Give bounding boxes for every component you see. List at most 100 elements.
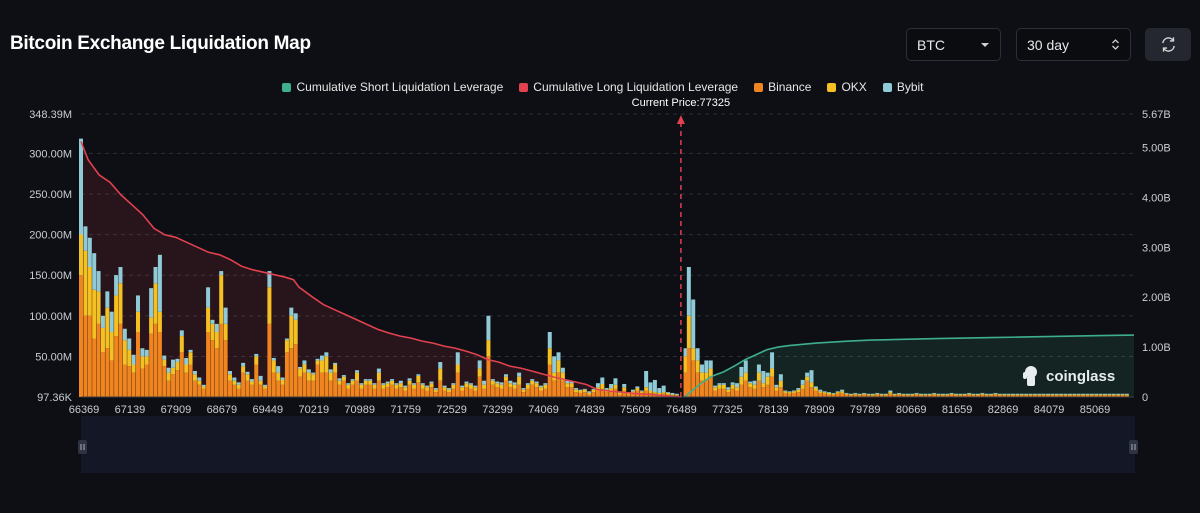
bar-binance [721, 388, 726, 397]
bar-okx [730, 384, 735, 389]
bar-okx [691, 348, 696, 361]
slider-handle-left[interactable] [78, 440, 87, 454]
bar-binance [1111, 395, 1116, 397]
bar-binance [306, 380, 311, 397]
legend-item-bybit[interactable]: Bybit [877, 80, 924, 94]
bar-binance [587, 394, 592, 397]
bar-okx [319, 360, 324, 373]
bar-bybit [932, 392, 937, 394]
bar-bybit [1050, 393, 1055, 395]
bar-okx [1094, 394, 1099, 396]
bar-okx [79, 234, 83, 276]
bar-bybit [324, 352, 329, 357]
bar-okx [451, 384, 456, 389]
y-left-tick-label: 250.00M [29, 189, 72, 201]
bar-bybit [83, 226, 88, 251]
bar-binance [210, 340, 215, 397]
bar-bybit [346, 383, 351, 385]
bar-bybit [543, 383, 548, 385]
bar-bybit [1063, 393, 1068, 395]
bar-okx [403, 387, 408, 391]
bar-okx [1102, 394, 1107, 396]
bar-bybit [901, 393, 906, 395]
bar-okx [796, 389, 801, 393]
legend-item-okx[interactable]: OKX [821, 80, 867, 94]
bar-bybit [708, 360, 713, 369]
bar-okx [840, 391, 845, 393]
bar-binance [179, 352, 184, 397]
bar-bybit [840, 389, 845, 392]
bar-binance [870, 395, 875, 397]
zoom-slider[interactable] [78, 416, 1138, 473]
slider-track[interactable] [81, 416, 1135, 473]
bar-binance [495, 387, 500, 397]
bar-binance [328, 380, 333, 397]
bar-binance [604, 392, 609, 397]
refresh-button[interactable] [1145, 28, 1191, 61]
bar-binance [726, 392, 731, 397]
bar-binance [276, 380, 281, 397]
bar-bybit [805, 372, 810, 377]
symbol-select[interactable]: BTC [906, 28, 1001, 61]
bar-binance [862, 394, 867, 397]
bar-bybit [1094, 393, 1099, 395]
bar-bybit [752, 380, 757, 385]
legend-label: Bybit [896, 80, 924, 94]
range-select[interactable]: 30 day [1016, 28, 1131, 61]
legend-item-binance[interactable]: Binance [748, 80, 811, 94]
bar-bybit [686, 266, 691, 316]
bar-bybit [276, 366, 281, 373]
bar-okx [1107, 394, 1112, 396]
bar-okx [699, 372, 704, 381]
bar-okx [381, 384, 386, 389]
bar-bybit [512, 382, 517, 385]
bar-binance [796, 392, 801, 397]
x-tick-label: 81659 [942, 404, 973, 416]
bar-okx [324, 356, 329, 373]
bar-binance [1081, 395, 1086, 397]
short-leverage-area [685, 335, 1134, 397]
bar-bybit [241, 362, 246, 367]
bar-binance [140, 368, 145, 397]
bar-okx [866, 394, 871, 396]
legend-item-long-leverage[interactable]: Cumulative Long Liquidation Leverage [513, 80, 738, 94]
bar-okx [372, 384, 377, 389]
bar-bybit [538, 385, 543, 388]
bar-bybit [609, 383, 614, 389]
bar-binance [805, 380, 810, 397]
x-tick-label: 70989 [344, 404, 375, 416]
bar-binance [971, 395, 976, 397]
bar-okx [1098, 394, 1103, 396]
bar-binance [499, 388, 504, 397]
bar-binance [411, 388, 416, 397]
bar-okx [245, 374, 250, 381]
bar-bybit [1046, 393, 1051, 395]
bar-okx [1089, 394, 1094, 396]
bar-binance [157, 331, 162, 397]
bar-binance [556, 372, 561, 397]
bar-okx [578, 390, 583, 393]
bar-okx [635, 388, 640, 391]
bar-bybit [652, 379, 657, 393]
bar-bybit [809, 370, 814, 383]
bar-okx [945, 394, 950, 396]
bar-binance [433, 392, 438, 397]
bar-binance [1050, 395, 1055, 397]
slider-handle-right[interactable] [1129, 440, 1138, 454]
legend-item-short-leverage[interactable]: Cumulative Short Liquidation Leverage [276, 80, 503, 94]
bar-binance [271, 372, 276, 397]
bar-bybit [236, 382, 241, 385]
bar-binance [136, 331, 141, 397]
refresh-icon [1161, 37, 1175, 52]
bar-binance [1024, 395, 1029, 397]
bar-binance [464, 387, 469, 397]
bar-okx [984, 394, 989, 396]
bar-bybit [1116, 393, 1121, 395]
bar-bybit [862, 392, 867, 394]
bar-okx [517, 376, 522, 385]
bar-bybit [381, 383, 386, 385]
bar-okx [499, 384, 504, 389]
bar-binance [752, 388, 757, 397]
bar-binance [201, 388, 206, 397]
bar-binance [359, 388, 364, 397]
